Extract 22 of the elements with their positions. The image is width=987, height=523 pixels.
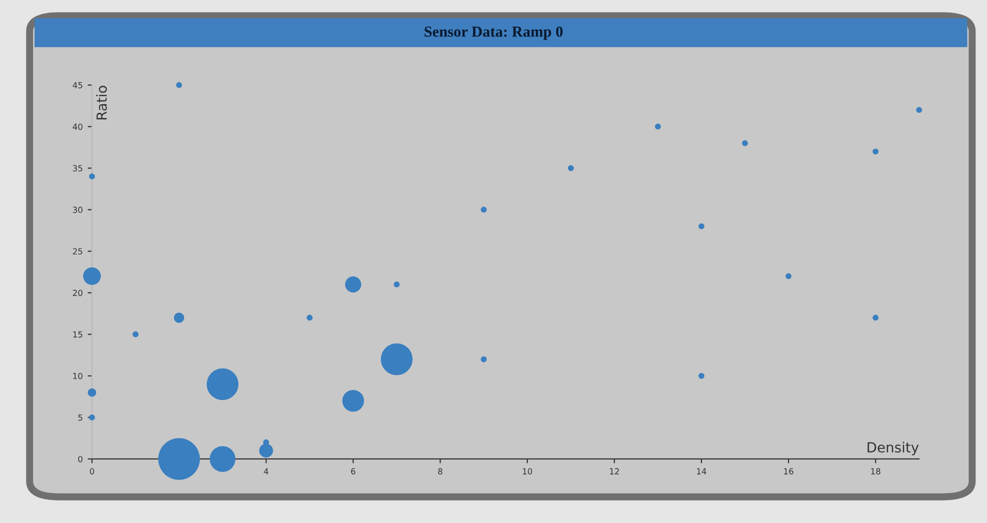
- y-tick-label: 0: [78, 456, 82, 462]
- y-tick-label: 35: [72, 165, 82, 172]
- x-tick-label: 0: [90, 468, 94, 474]
- y-axis-title: Ratio: [96, 86, 107, 120]
- x-axis-title: Density: [868, 442, 919, 456]
- x-tick-label: 14: [697, 468, 706, 474]
- x-tick-label: 8: [438, 468, 442, 474]
- x-tick-label: 12: [610, 468, 619, 474]
- y-tick-label: 20: [72, 290, 82, 296]
- x-tick-label: 6: [351, 468, 356, 474]
- x-tick-label: 10: [522, 468, 532, 474]
- y-tick-label: 45: [72, 82, 82, 88]
- chart-title: Sensor Data: Ramp 0: [424, 26, 563, 40]
- y-tick-label: 40: [72, 124, 82, 130]
- y-tick-label: 5: [78, 414, 82, 421]
- x-tick-label: 16: [784, 468, 794, 474]
- y-tick-label: 25: [72, 248, 82, 255]
- x-tick-label: 4: [264, 468, 268, 474]
- x-tick-label: 18: [871, 468, 880, 474]
- y-tick-label: 15: [73, 331, 82, 338]
- y-tick-label: 10: [73, 372, 82, 380]
- y-tick-label: 30: [72, 206, 82, 213]
